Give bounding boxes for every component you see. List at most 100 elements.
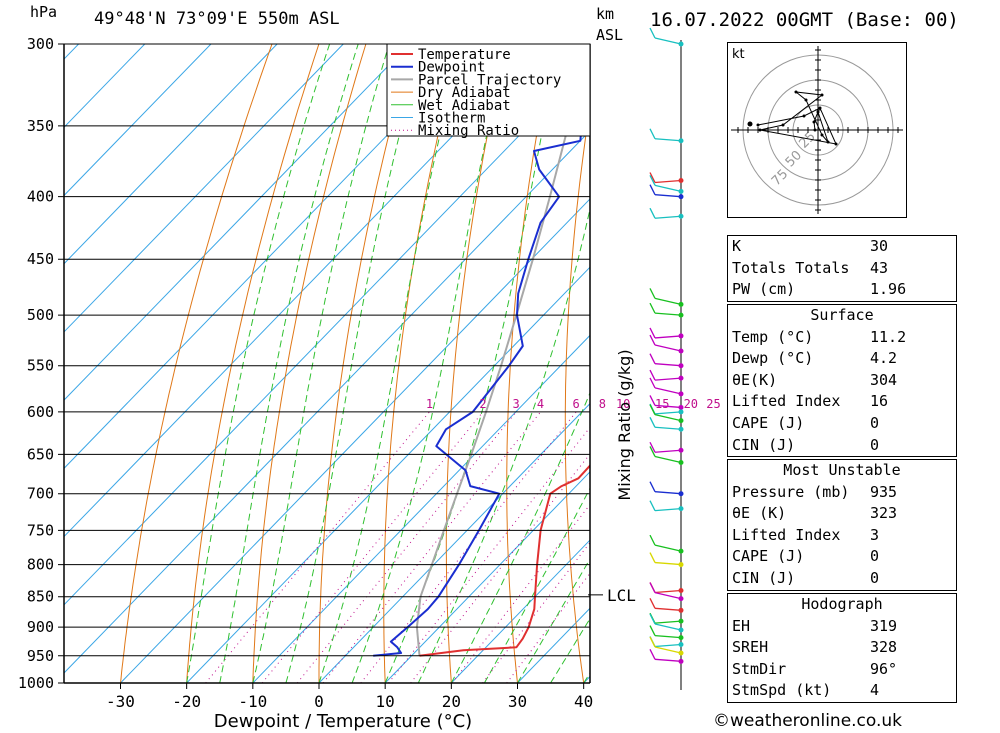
indices-value: 304 [870,370,950,392]
indices-value: 4 [870,680,950,702]
wind-barb-flag [650,626,655,636]
pressure-tick-label: 900 [27,618,54,636]
wind-barb-dot [679,491,684,496]
wind-barb-flag [650,649,655,659]
wind-barb-dot [679,194,684,199]
indices-label: K [732,236,741,258]
temp-tick-label: -10 [238,692,267,711]
indices-row: θE (K) 323 [728,503,956,525]
indices-row: CAPE (J) 0 [728,413,956,435]
indices-block-title: Surface [728,305,956,327]
wind-barb-staff [655,181,681,183]
indices-label: StmSpd (kt) [732,680,831,702]
wind-barb-flag [650,583,655,593]
wind-barb-dot [679,588,684,593]
hodograph-point [821,134,824,137]
wind-barb [650,442,684,453]
wind-barb-staff [655,185,681,191]
wind-barb [650,370,684,381]
wind-barb-dot [679,608,684,613]
wind-barb [650,598,684,613]
wind-barb-dot [679,405,684,410]
indices-label: Temp (°C) [732,327,813,349]
wet-adiabat-line [319,44,462,683]
wind-barb-dot [679,391,684,396]
indices-value: 3 [870,525,950,547]
indices-row: PW (cm) 1.96 [728,279,956,301]
wind-barb-dot [679,409,684,414]
mixing-ratio-label: 20 [684,397,698,411]
wind-barb-staff [655,450,681,452]
isotherm-line [187,44,807,683]
wind-barb-dot [679,333,684,338]
wind-barb-staff [655,545,681,551]
wind-barb-staff [655,388,681,394]
wind-barb-dot [679,376,684,381]
wind-barb-staff [655,412,681,414]
wind-barb-flag [650,288,655,298]
wind-barb-flag [650,354,655,364]
legend-label: Mixing Ratio [418,123,519,139]
indices-label: CIN (J) [732,568,795,590]
mixing-ratio-line [507,412,714,683]
mixing-ratio-label: 4 [537,397,544,411]
indices-row: Dewp (°C) 4.2 [728,348,956,370]
mixing-ratio-line [389,412,603,683]
indices-block: Most Unstable Pressure (mb) 935 θE (K) 323 Li… [727,459,957,591]
indices-row: EH 319 [728,616,956,638]
wind-barb-dot [679,189,684,194]
wind-barb-staff [655,195,681,197]
dry-adiabat-line [565,44,600,683]
mixing-ratio-axis-label: Mixing Ratio (g/kg) [615,349,634,500]
indices-row: θE(K) 304 [728,370,956,392]
wind-barb-dot [679,448,684,453]
wind-barb [650,482,684,497]
wind-barb-staff [655,492,681,494]
wind-barb [650,649,684,664]
wind-barb-dot [679,214,684,219]
hodograph-point [759,129,762,132]
mixing-ratio-label: 25 [706,397,720,411]
indices-label: SREH [732,637,768,659]
indices-label: Lifted Index [732,525,840,547]
indices-value: 30 [870,236,950,258]
indices-label: θE (K) [732,503,786,525]
credit-text[interactable]: ©weatheronline.co.uk [713,711,902,731]
temp-tick-label: -20 [172,692,201,711]
wet-adiabat-line [352,44,507,683]
wet-adiabat-line [286,44,423,683]
hodograph-point [817,111,820,114]
pressure-unit-label: hPa [30,3,57,21]
legend: TemperatureDewpointParcel TrajectoryDry … [387,44,590,139]
indices-row: Lifted Index 16 [728,391,956,413]
hodograph-unit-label: kt [732,47,745,62]
indices-value: 43 [870,258,950,280]
wind-barb-staff [655,621,681,623]
wind-barb-flag [650,129,655,139]
mixing-ratio-label: 8 [599,397,606,411]
wind-barb-flag [650,303,655,313]
pressure-tick-label: 850 [27,588,54,606]
wind-barb-staff [655,345,681,351]
wind-barb-dot [679,635,684,640]
wind-barb-staff [655,415,681,421]
wind-barb-dot [679,460,684,465]
wind-barb [650,354,684,369]
dry-adiabat-line [121,44,273,683]
indices-value: 323 [870,503,950,525]
pressure-tick-label: 350 [27,117,54,135]
wind-barb [650,208,684,219]
indices-label: CIN (J) [732,435,795,457]
isotherm-line [0,44,608,683]
indices-label: StmDir [732,659,786,681]
wind-barb-dot [679,313,684,318]
indices-label: CAPE (J) [732,413,804,435]
pressure-tick-label: 1000 [18,674,54,692]
wind-barb [650,614,684,633]
wind-barb-staff [655,139,681,141]
wind-barb [650,626,684,641]
pressure-tick-label: 550 [27,357,54,375]
wind-barb-flag [650,553,655,563]
wind-barb-staff [655,563,681,565]
